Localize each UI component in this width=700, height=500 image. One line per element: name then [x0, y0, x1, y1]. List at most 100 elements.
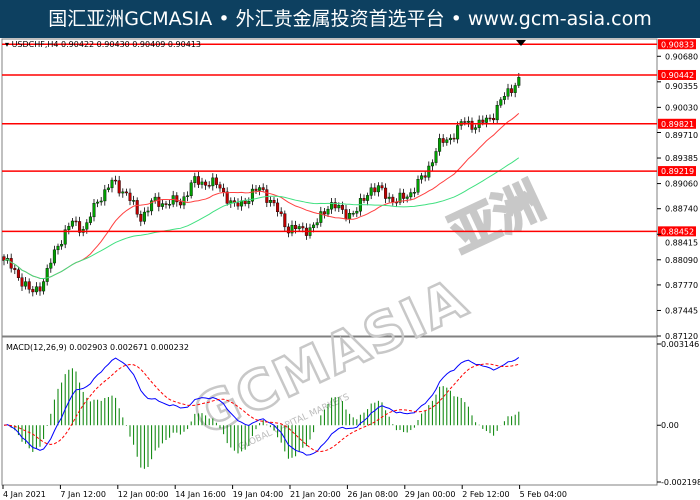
x-tick-label: 19 Jan 04:00	[233, 490, 284, 499]
candle-body	[517, 77, 521, 86]
candle	[38, 282, 42, 296]
candle-body	[326, 208, 330, 215]
candle	[283, 210, 287, 232]
dropdown-arrow-icon[interactable]: ▾	[5, 40, 12, 49]
x-tick-label: 7 Jan 12:00	[60, 490, 106, 499]
candle-body	[92, 203, 96, 218]
candle	[60, 240, 64, 250]
candle	[438, 133, 442, 156]
y-tick-label: 0.87120	[665, 332, 698, 341]
candle	[117, 175, 121, 197]
candle-body	[351, 213, 355, 215]
candle	[290, 220, 294, 237]
candle-body	[117, 180, 121, 194]
level-label: 0.89821	[661, 120, 694, 129]
candle-body	[236, 202, 240, 207]
candle-body	[337, 205, 341, 209]
y-tick-label: 0.89060	[665, 180, 698, 189]
candle-body	[24, 281, 28, 287]
candle	[103, 184, 107, 206]
x-tick-label: 4 Jan 2021	[3, 490, 46, 499]
candle	[222, 183, 226, 197]
candle	[492, 113, 496, 124]
candle-body	[294, 224, 298, 230]
candle	[319, 206, 323, 227]
candle-body	[322, 211, 326, 215]
candle-body	[502, 96, 506, 100]
candle	[333, 198, 337, 212]
candle-body	[67, 226, 71, 230]
candle-body	[409, 192, 413, 198]
candle-body	[348, 213, 352, 219]
candle	[124, 188, 128, 196]
candle-body	[340, 205, 344, 210]
macd-y-tick-label: 0.00	[661, 421, 679, 430]
candle	[416, 175, 420, 195]
candle	[67, 222, 71, 235]
candle-body	[283, 213, 287, 228]
candle	[369, 183, 373, 200]
macd-line	[3, 357, 520, 456]
candle-body	[178, 201, 182, 206]
candle-body	[513, 85, 517, 93]
candle	[45, 264, 49, 286]
candle-body	[34, 286, 38, 293]
banner-title: 国汇亚洲GCMASIA • 外汇贵金属投资首选平台 • www.gcm-asia…	[0, 0, 700, 38]
candle-body	[207, 185, 211, 187]
candle	[52, 245, 56, 266]
candle	[175, 192, 179, 207]
candle	[78, 216, 82, 237]
y-tick-label: 0.90680	[665, 52, 698, 61]
candle	[135, 197, 139, 218]
candle-body	[445, 139, 449, 143]
candle	[502, 92, 506, 105]
candle	[121, 188, 125, 198]
candle-body	[16, 269, 20, 278]
candle-body	[488, 117, 492, 120]
candle	[106, 183, 110, 193]
candle	[330, 197, 334, 214]
candle	[204, 179, 208, 190]
candle-body	[49, 262, 53, 269]
candle-body	[272, 199, 276, 204]
chart-shift-marker-icon[interactable]	[516, 40, 526, 46]
candle	[128, 188, 132, 206]
candle	[470, 117, 474, 133]
candle	[200, 177, 204, 189]
candle	[380, 182, 384, 191]
candle-body	[369, 187, 373, 196]
candle-body	[510, 88, 514, 93]
candle	[146, 206, 150, 217]
candle-body	[441, 138, 445, 143]
y-tick-label: 0.88740	[665, 205, 698, 214]
y-tick-label: 0.88415	[665, 238, 698, 247]
candle	[168, 199, 172, 209]
candle	[160, 199, 164, 210]
candle	[513, 82, 517, 98]
candle-body	[27, 281, 31, 290]
candle	[92, 199, 96, 222]
candle	[510, 84, 514, 97]
candle-body	[297, 226, 301, 230]
candle	[488, 114, 492, 122]
candle-body	[153, 196, 157, 201]
candle	[218, 181, 222, 192]
ma-fast-line	[3, 113, 520, 280]
candle	[355, 207, 359, 218]
candle	[272, 197, 276, 207]
macd-y-tick-label: -0.002198	[661, 478, 700, 487]
candle	[139, 210, 143, 227]
candle	[157, 192, 161, 212]
candle-body	[402, 192, 406, 199]
price-panel	[1, 38, 658, 337]
candle-body	[196, 176, 200, 185]
candle	[20, 273, 24, 291]
candle	[366, 192, 370, 206]
candle	[430, 159, 434, 171]
candle-body	[96, 201, 100, 204]
candle-body	[70, 220, 74, 227]
candle-body	[124, 191, 128, 194]
candle	[261, 183, 265, 193]
candle-body	[438, 138, 442, 152]
